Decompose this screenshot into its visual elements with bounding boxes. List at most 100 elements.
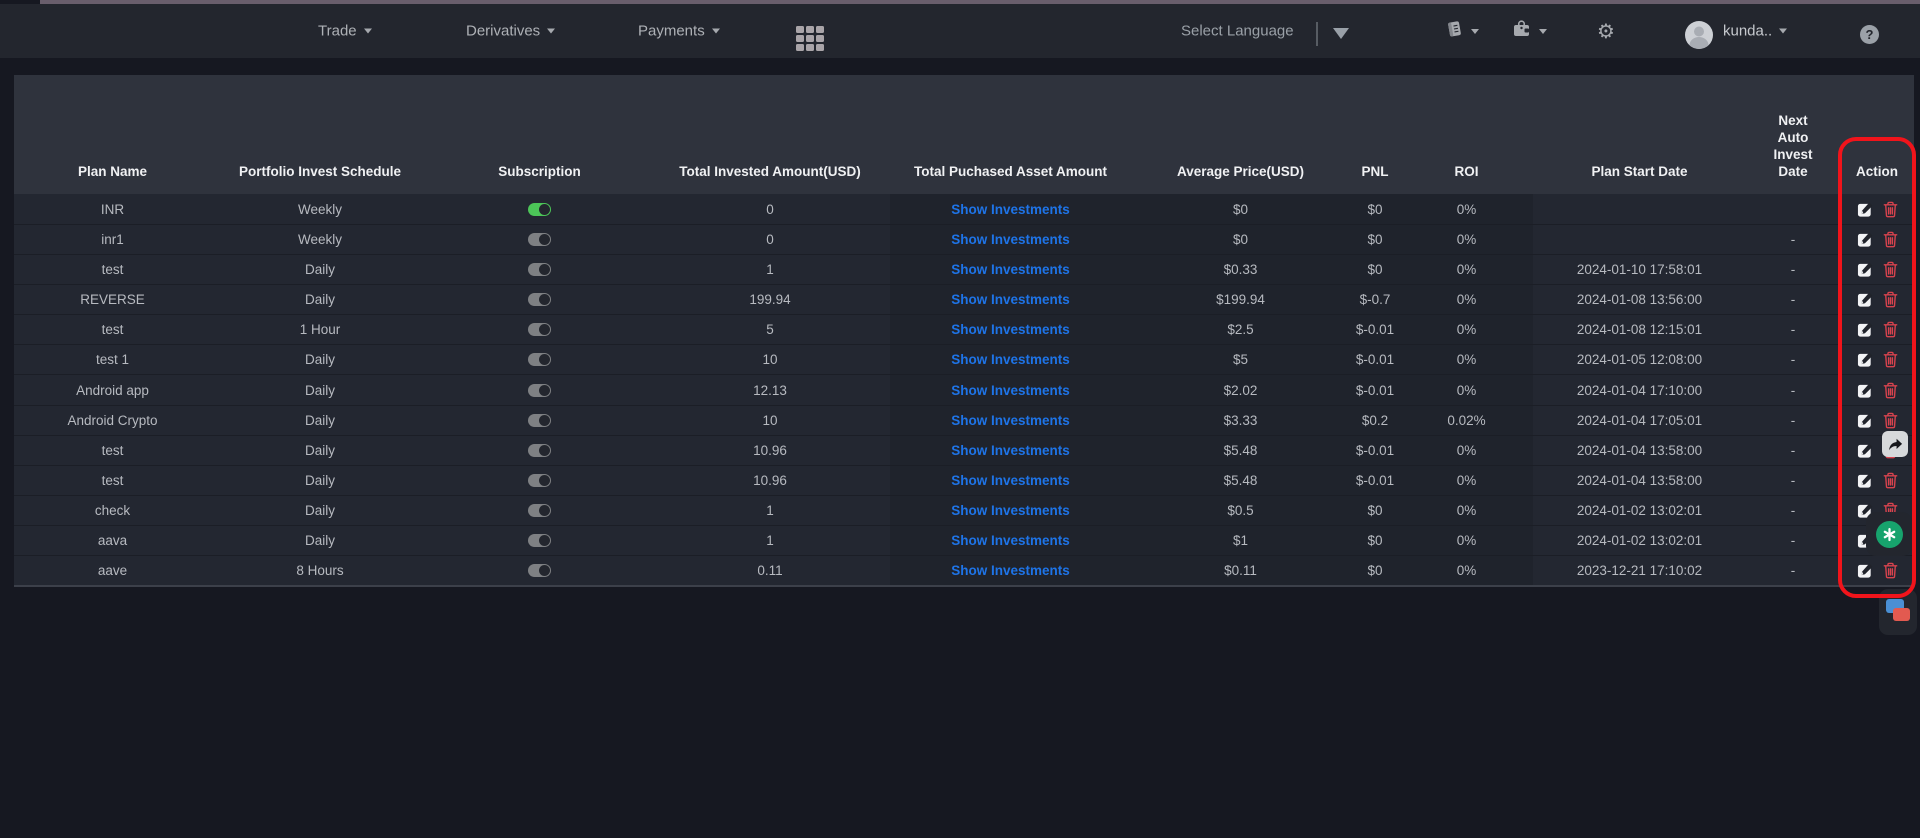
delete-icon[interactable]	[1883, 261, 1898, 278]
orders-menu[interactable]	[1444, 20, 1479, 42]
edit-icon[interactable]	[1857, 442, 1874, 459]
show-investments-link[interactable]: Show Investments	[951, 322, 1070, 338]
roi-cell: 0.02%	[1400, 405, 1533, 435]
subscription-toggle[interactable]	[528, 413, 551, 427]
average-price-cell: $0	[1131, 225, 1350, 255]
show-investments-link[interactable]: Show Investments	[951, 442, 1070, 458]
invested-amount-cell: 0	[766, 232, 774, 248]
toggle-knob	[539, 203, 550, 215]
table-row: inr1 Weekly 0 Show Investments $0 $0 0% …	[14, 224, 1914, 255]
show-investments-link[interactable]: Show Investments	[951, 201, 1070, 217]
chat-support-widget[interactable]	[1879, 589, 1917, 635]
delete-icon[interactable]	[1883, 201, 1898, 218]
edit-icon[interactable]	[1857, 351, 1874, 368]
subscription-cell	[429, 225, 650, 254]
nav-trade[interactable]: Trade	[318, 23, 372, 40]
pnl-cell: $0.2	[1350, 405, 1400, 435]
column-header: Average Price(USD)	[1176, 164, 1305, 179]
edit-icon[interactable]	[1857, 201, 1874, 218]
nav-derivatives[interactable]: Derivatives	[466, 23, 556, 40]
purchased-asset-cell: Show Investments	[890, 465, 1131, 495]
show-investments-link[interactable]: Show Investments	[951, 562, 1070, 578]
navbar: Trade Derivatives Payments Select Langua…	[0, 4, 1920, 58]
subscription-toggle[interactable]	[528, 353, 551, 367]
show-investments-link[interactable]: Show Investments	[951, 412, 1070, 428]
table-row: test 1 Daily 10 Show Investments $5 $-0.…	[14, 344, 1914, 375]
share-button[interactable]	[1882, 431, 1908, 457]
nav-payments[interactable]: Payments	[638, 23, 720, 40]
delete-icon[interactable]	[1883, 382, 1898, 399]
subscription-toggle[interactable]	[528, 383, 551, 397]
chatgpt-widget[interactable]	[1866, 512, 1912, 556]
column-header: Subscription	[498, 164, 581, 179]
show-investments-link[interactable]: Show Investments	[951, 232, 1070, 248]
edit-icon[interactable]	[1857, 261, 1874, 278]
show-investments-link[interactable]: Show Investments	[951, 292, 1070, 308]
ledger-book-icon	[1444, 20, 1464, 42]
subscription-toggle[interactable]	[528, 233, 551, 247]
toggle-knob	[539, 264, 550, 276]
delete-icon[interactable]	[1883, 351, 1898, 368]
edit-icon[interactable]	[1857, 321, 1874, 338]
subscription-toggle[interactable]	[528, 503, 551, 517]
table-row: test Daily 10.96 Show Investments $5.48 …	[14, 464, 1914, 495]
delete-icon[interactable]	[1883, 291, 1898, 308]
column-header: Portfolio Invest Schedule	[238, 164, 402, 179]
column-header: ROI	[1454, 164, 1479, 179]
settings-button[interactable]: ⚙	[1597, 19, 1615, 43]
edit-icon[interactable]	[1857, 472, 1874, 489]
apps-grid-icon[interactable]	[796, 26, 824, 51]
subscription-toggle[interactable]	[528, 533, 551, 547]
average-price-cell: $1	[1131, 525, 1350, 555]
pnl-cell: $-0.01	[1350, 435, 1400, 465]
start-date-cell: 2024-01-02 13:02:01	[1576, 532, 1703, 548]
help-icon[interactable]: ?	[1860, 25, 1879, 44]
delete-icon[interactable]	[1883, 321, 1898, 338]
delete-icon[interactable]	[1883, 472, 1898, 489]
delete-icon[interactable]	[1883, 562, 1898, 579]
pnl-cell: $0	[1350, 255, 1400, 285]
roi-cell: 0%	[1400, 345, 1533, 375]
next-auto-invest-cell: -	[1790, 442, 1796, 458]
purchased-asset-cell: Show Investments	[890, 435, 1131, 465]
edit-icon[interactable]	[1857, 382, 1874, 399]
avatar[interactable]	[1685, 21, 1713, 49]
column-header: Total Puchased Asset Amount	[913, 164, 1108, 179]
subscription-cell	[429, 194, 650, 224]
plans-table: Plan Name Portfolio Invest Schedule Subscr…	[14, 75, 1914, 588]
show-investments-link[interactable]: Show Investments	[951, 502, 1070, 518]
edit-icon[interactable]	[1857, 502, 1874, 519]
show-investments-link[interactable]: Show Investments	[951, 532, 1070, 548]
user-menu[interactable]: kunda..	[1723, 23, 1788, 40]
subscription-toggle[interactable]	[528, 473, 551, 487]
action-cell	[1840, 255, 1914, 284]
edit-icon[interactable]	[1857, 231, 1874, 248]
start-date-cell: 2024-01-08 13:56:00	[1576, 292, 1703, 308]
language-dropdown-icon[interactable]	[1333, 28, 1349, 39]
subscription-toggle[interactable]	[528, 202, 551, 216]
show-investments-link[interactable]: Show Investments	[951, 352, 1070, 368]
subscription-toggle[interactable]	[528, 323, 551, 337]
plan-name-cell: aava	[97, 532, 128, 548]
toggle-knob	[539, 534, 550, 546]
wallet-menu[interactable]	[1512, 19, 1547, 43]
roi-cell: 0%	[1400, 194, 1533, 225]
average-price-cell: $3.33	[1131, 405, 1350, 435]
subscription-toggle[interactable]	[528, 293, 551, 307]
delete-icon[interactable]	[1883, 412, 1898, 429]
edit-icon[interactable]	[1857, 291, 1874, 308]
average-price-cell: $0	[1131, 194, 1350, 225]
subscription-toggle[interactable]	[528, 443, 551, 457]
show-investments-link[interactable]: Show Investments	[951, 382, 1070, 398]
plan-name-cell: aave	[97, 562, 128, 578]
edit-icon[interactable]	[1857, 412, 1874, 429]
show-investments-link[interactable]: Show Investments	[951, 262, 1070, 278]
subscription-toggle[interactable]	[528, 563, 551, 577]
edit-icon[interactable]	[1857, 562, 1874, 579]
subscription-toggle[interactable]	[528, 263, 551, 277]
language-selector-label[interactable]: Select Language	[1181, 22, 1294, 40]
toggle-knob	[539, 354, 550, 366]
show-investments-link[interactable]: Show Investments	[951, 472, 1070, 488]
delete-icon[interactable]	[1883, 231, 1898, 248]
invested-amount-cell: 12.13	[753, 382, 787, 398]
